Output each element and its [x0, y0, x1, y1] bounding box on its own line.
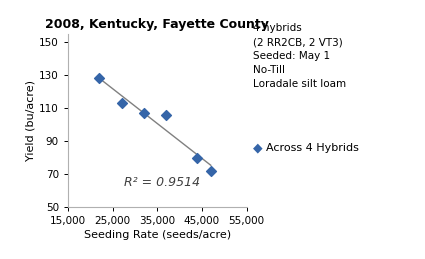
Point [96, 76, 103, 80]
Point [194, 156, 201, 160]
Text: Across 4 Hybrids: Across 4 Hybrids [266, 143, 359, 153]
Point [140, 111, 147, 115]
Y-axis label: Yield (bu/acre): Yield (bu/acre) [25, 80, 35, 161]
Point [207, 169, 214, 173]
Text: ◆: ◆ [253, 141, 263, 154]
Text: 2008, Kentucky, Fayette County: 2008, Kentucky, Fayette County [45, 18, 269, 31]
Text: 4 hybrids
(2 RR2CB, 2 VT3)
Seeded: May 1
No-Till
Loradale silt loam: 4 hybrids (2 RR2CB, 2 VT3) Seeded: May 1… [253, 23, 346, 89]
Point [163, 113, 170, 117]
Text: R² = 0.9514: R² = 0.9514 [124, 176, 200, 189]
Point [118, 101, 125, 105]
X-axis label: Seeding Rate (seeds/acre): Seeding Rate (seeds/acre) [84, 231, 231, 240]
